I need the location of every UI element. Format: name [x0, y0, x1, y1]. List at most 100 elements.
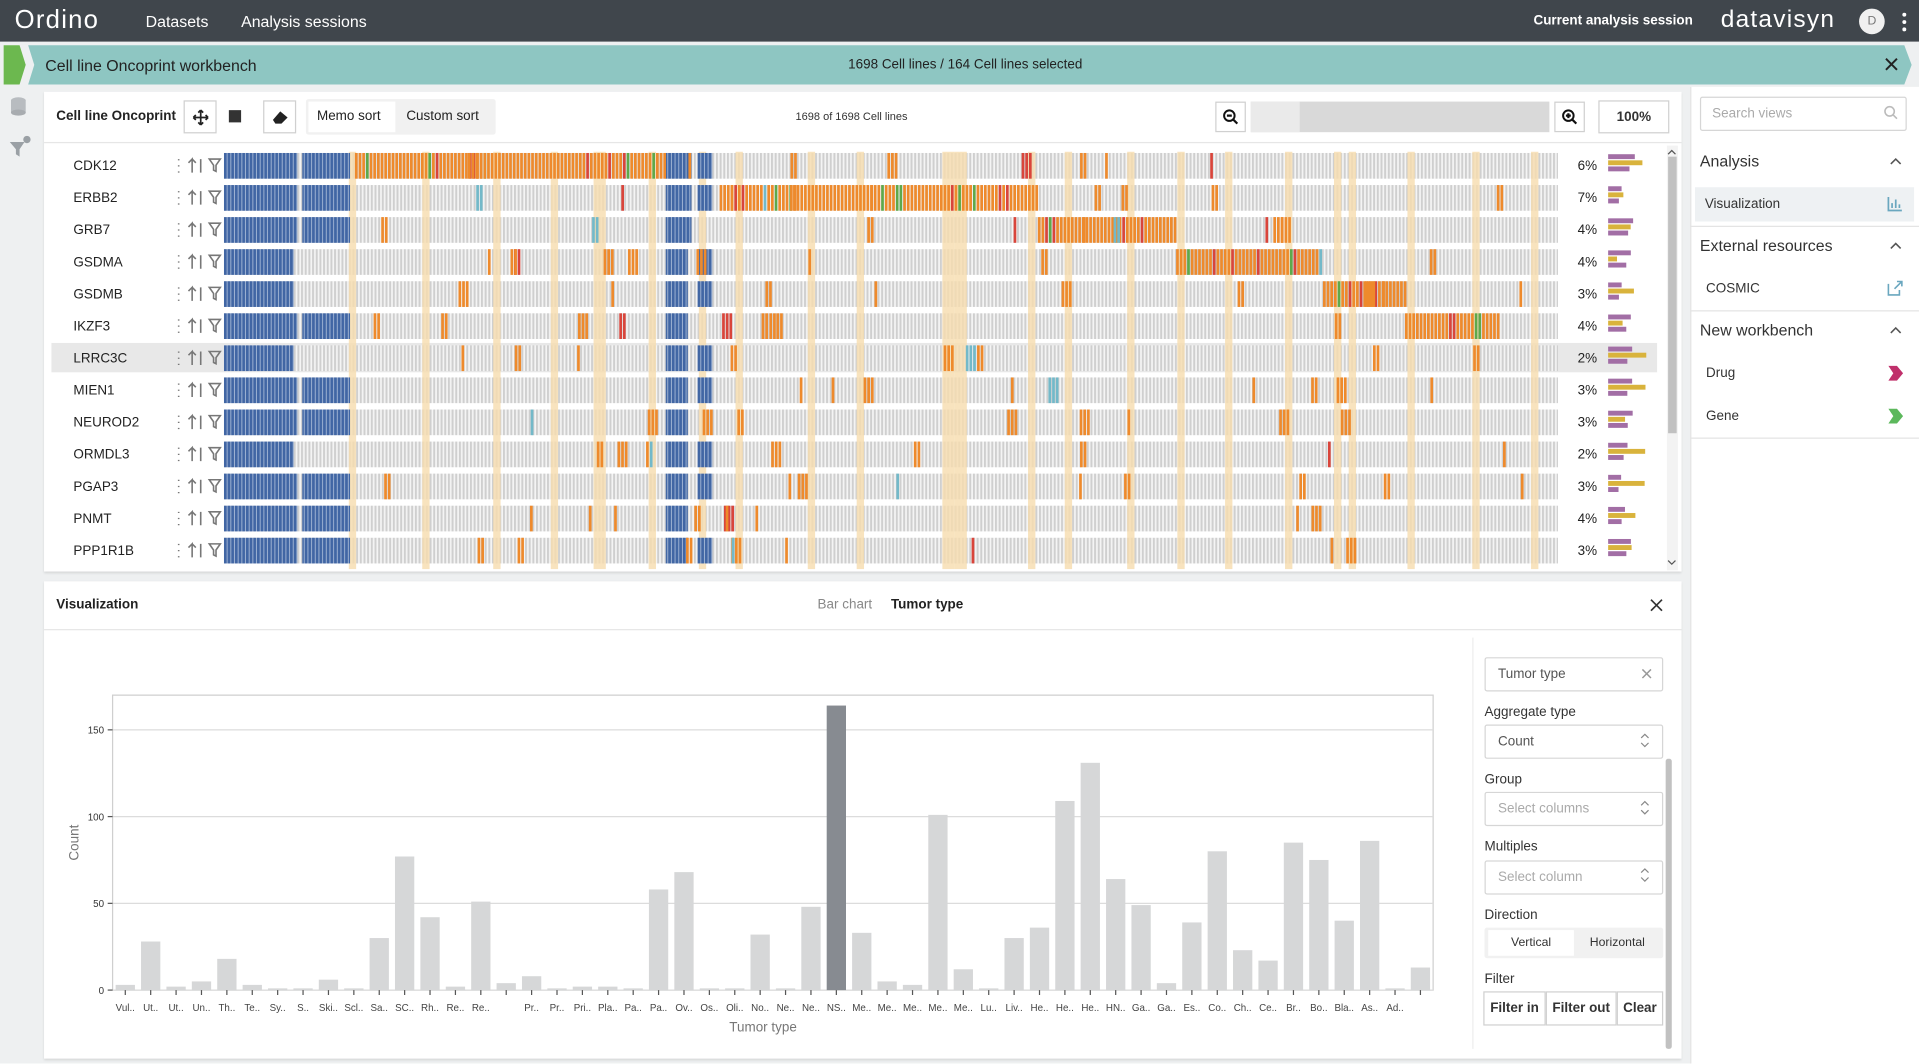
avatar[interactable]: D: [1859, 8, 1885, 35]
search-placeholder[interactable]: Search views: [1712, 106, 1793, 122]
cell: [730, 345, 734, 372]
cell-block: [223, 441, 294, 468]
freq-bar: [1608, 198, 1619, 204]
cell: [621, 185, 624, 211]
sort-button[interactable]: Memo sort: [316, 108, 381, 124]
bar: [293, 988, 313, 991]
zoom-out[interactable]: [1215, 101, 1246, 133]
cell-block: [223, 345, 294, 372]
cell: [1387, 473, 1391, 500]
cell: [1260, 249, 1264, 275]
cell: [734, 185, 738, 211]
x-tick-label: Co..: [1208, 1003, 1226, 1014]
group-select[interactable]: [1484, 791, 1664, 827]
cell: [1333, 281, 1337, 307]
filter-button[interactable]: Filter out: [1545, 991, 1617, 1026]
sidebar-item[interactable]: Visualization: [1704, 197, 1781, 212]
cell: [435, 152, 439, 179]
cell: [808, 249, 812, 275]
cell: [597, 152, 600, 179]
cell: [1198, 249, 1201, 275]
sidebar-item[interactable]: Drug: [1706, 365, 1736, 381]
bar: [1029, 927, 1050, 991]
search-box[interactable]: [1699, 96, 1907, 131]
left-rail[interactable]: [7, 95, 31, 161]
cell: [607, 249, 610, 275]
cell: [377, 313, 380, 340]
filter-button[interactable]: Filter in: [1483, 991, 1546, 1026]
nav-link[interactable]: Datasets: [145, 12, 209, 31]
viz-tab[interactable]: Bar chart: [817, 597, 873, 612]
direction-button[interactable]: Vertical: [1488, 930, 1574, 956]
viz-tab[interactable]: Tumor type: [890, 597, 964, 612]
scrollbar-thumb[interactable]: [1668, 156, 1677, 434]
cell: [829, 185, 833, 211]
x-tick-label: Bla..: [1334, 1003, 1354, 1014]
cell: [769, 313, 773, 340]
current-session[interactable]: Current analysis session: [1533, 13, 1693, 29]
freq-bar: [1608, 218, 1634, 224]
section-title[interactable]: Analysis: [1699, 151, 1760, 171]
sidebar-item[interactable]: Gene: [1706, 408, 1739, 424]
nav-link[interactable]: Analysis sessions: [241, 12, 367, 31]
zoom-slider[interactable]: [1250, 101, 1550, 133]
highlight-column: [807, 151, 816, 570]
controls-scrollbar[interactable]: [1665, 758, 1672, 1049]
cell: [1124, 473, 1127, 500]
zoom-level[interactable]: 100%: [1598, 100, 1670, 134]
freq-bar: [1608, 384, 1646, 390]
direction-button[interactable]: Horizontal: [1589, 936, 1645, 950]
filter-button[interactable]: Clear: [1616, 991, 1664, 1026]
cell: [1010, 377, 1014, 404]
aggregate-value[interactable]: Count: [1497, 734, 1534, 749]
eraser-button[interactable]: [263, 100, 297, 134]
x-tick-label: No..: [751, 1003, 769, 1014]
brand[interactable]: Ordino: [14, 6, 100, 35]
clear-column[interactable]: [1641, 668, 1652, 679]
row-tools: [177, 381, 222, 398]
row-tools: [177, 157, 222, 173]
bar: [1156, 983, 1177, 991]
cell: [406, 152, 410, 179]
section-title[interactable]: External resources: [1699, 236, 1833, 255]
cell: [655, 152, 659, 179]
bar: [1055, 800, 1075, 991]
cell-block: [665, 313, 688, 340]
bar: [344, 988, 364, 991]
y-tick-label: 100: [88, 812, 105, 823]
cell: [1035, 185, 1039, 211]
highlight-column: [1531, 151, 1539, 570]
column-select[interactable]: [1484, 657, 1664, 692]
cell: [1438, 313, 1441, 340]
multiples-value[interactable]: Select column: [1497, 870, 1583, 885]
cell: [1353, 537, 1357, 564]
cell: [980, 185, 983, 211]
gene-label: GSDMA: [73, 254, 122, 269]
section-title[interactable]: New workbench: [1699, 320, 1814, 340]
aggregate-select[interactable]: [1484, 724, 1664, 759]
cell: [745, 185, 749, 211]
cell: [737, 185, 741, 211]
menu-dots[interactable]: [1899, 11, 1909, 33]
cell: [1311, 249, 1315, 275]
zoom-handle[interactable]: [1250, 101, 1300, 133]
cell: [796, 185, 800, 211]
close-viz[interactable]: [1650, 598, 1663, 612]
group-value[interactable]: Select columns: [1497, 801, 1590, 817]
cell: [1179, 249, 1183, 275]
cell: [1378, 281, 1381, 307]
column-value[interactable]: Tumor type: [1497, 666, 1566, 682]
cell: [450, 152, 454, 179]
sidebar: [1690, 86, 1919, 1064]
cell: [457, 152, 461, 179]
bar: [521, 976, 542, 991]
zoom-in[interactable]: [1554, 101, 1585, 133]
sort-button[interactable]: Custom sort: [406, 108, 479, 124]
pan-button[interactable]: [183, 100, 217, 134]
x-tick-label: Liv..: [1006, 1003, 1023, 1014]
sidebar-item[interactable]: COSMIC: [1706, 281, 1760, 297]
cell: [799, 377, 803, 404]
select-button[interactable]: [228, 110, 242, 123]
multiples-select[interactable]: [1484, 860, 1664, 895]
